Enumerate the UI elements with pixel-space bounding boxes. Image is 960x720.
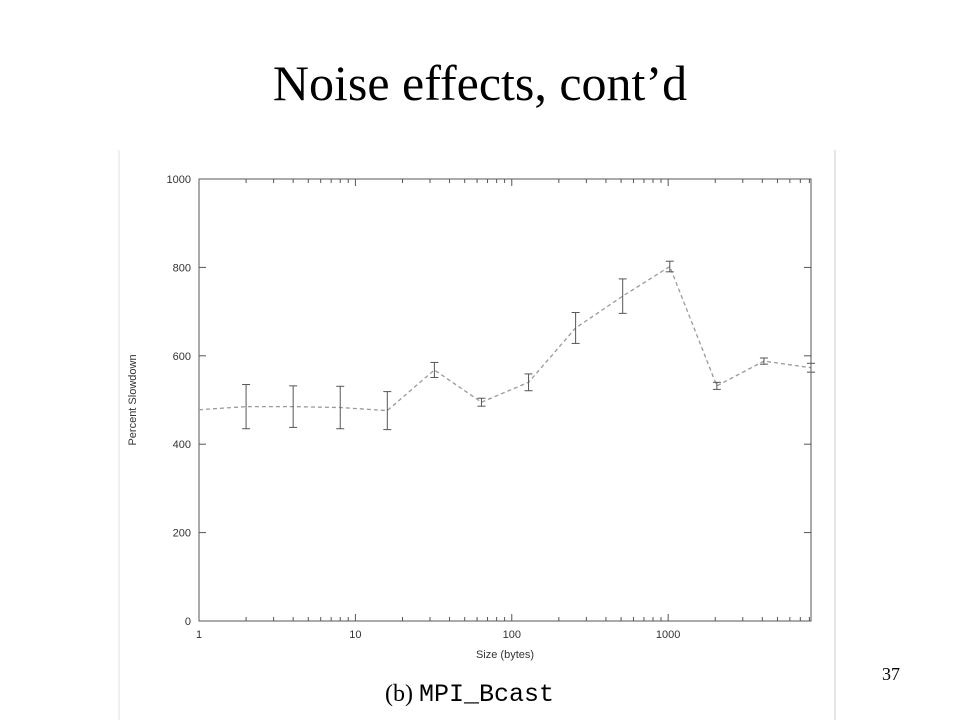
plot-frame	[198, 178, 812, 622]
y-tick-label: 1000	[167, 174, 191, 186]
page-number: 37	[882, 664, 900, 684]
y-tick-label: 0	[185, 616, 191, 628]
x-tick-label: 1	[196, 629, 202, 641]
figure-caption: (b) MPI_Bcast	[385, 680, 554, 709]
x-tick-label: 100	[503, 629, 521, 641]
caption-label: (b)	[385, 681, 413, 707]
y-axis-label: Percent Slowdown	[127, 354, 139, 445]
y-tick-label: 600	[173, 351, 191, 363]
caption-code: MPI_Bcast	[418, 680, 555, 709]
figure-edge	[118, 150, 120, 720]
y-tick-label: 400	[173, 439, 191, 451]
y-tick-label: 200	[173, 528, 191, 540]
chart-figure: 0 200 400 600 800 1000 1 10 100 1000 Size (bytes) P…	[118, 150, 836, 720]
slide-title: Noise effects, cont’d	[272, 55, 688, 111]
x-tick-label: 1000	[656, 629, 680, 641]
x-axis-label: Size (bytes)	[476, 649, 534, 661]
y-tick-label: 800	[173, 262, 191, 274]
chart-svg: 0 200 400 600 800 1000 1 10 100 1000 Size (bytes) P…	[127, 174, 815, 661]
x-tick-label: 10	[349, 629, 361, 641]
